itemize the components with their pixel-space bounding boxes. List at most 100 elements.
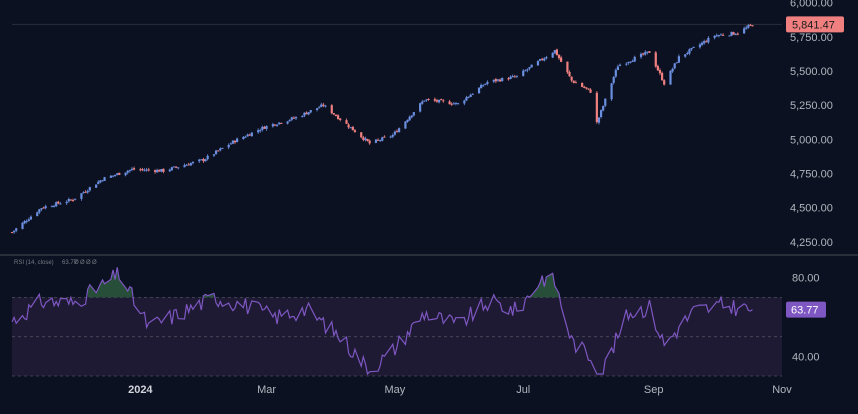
candle-body <box>602 105 605 111</box>
candle-body <box>160 169 163 172</box>
rsi-legend-extra: Ø <box>80 260 85 266</box>
candle <box>515 75 519 79</box>
candle-body <box>482 85 485 87</box>
candle <box>227 143 230 150</box>
candle <box>717 34 720 38</box>
candle <box>170 166 173 171</box>
candle <box>587 88 590 91</box>
candle-body <box>395 131 399 133</box>
candle-body <box>168 169 171 172</box>
candle <box>677 54 681 63</box>
candle <box>177 167 180 170</box>
candle <box>250 132 253 137</box>
candle-body <box>747 25 750 28</box>
candle <box>219 147 222 152</box>
price-axis[interactable]: 6,000.00 5,750.00 5,500.00 5,250.00 5,000.00… <box>790 0 833 249</box>
candle-body <box>612 77 615 83</box>
candle <box>145 168 148 172</box>
candle-body <box>111 175 115 177</box>
candle <box>275 123 279 127</box>
rsi-overbought-fills <box>87 267 559 298</box>
candle <box>280 122 283 125</box>
candle-body <box>631 60 634 62</box>
candle <box>233 140 237 145</box>
candle <box>734 33 737 36</box>
candle-body <box>574 82 577 84</box>
candle-body <box>568 72 571 77</box>
candle-body <box>633 56 636 62</box>
candle <box>612 76 615 85</box>
candle-body <box>496 79 500 81</box>
candle <box>71 198 75 202</box>
candle-body <box>467 96 470 98</box>
candle <box>162 168 165 174</box>
candle <box>202 157 205 163</box>
candle <box>450 102 453 106</box>
candle-body <box>541 58 544 60</box>
candle-body <box>257 130 260 133</box>
price-tick-label: 6,000.00 <box>790 0 833 10</box>
candle-body <box>263 127 266 129</box>
candle <box>379 139 382 142</box>
candle <box>690 47 693 51</box>
candle-body <box>189 163 192 166</box>
candle <box>172 166 176 168</box>
candle-body <box>419 103 422 112</box>
candle <box>364 136 367 142</box>
candle-body <box>118 172 121 175</box>
candle-body <box>448 101 451 105</box>
candle-body <box>581 82 584 87</box>
candle <box>259 128 262 133</box>
candle-body <box>522 70 525 76</box>
candle <box>618 63 622 67</box>
candle-body <box>55 202 58 207</box>
candle <box>257 128 260 134</box>
candle <box>633 55 636 62</box>
candle <box>410 115 413 119</box>
candle-body <box>305 112 308 115</box>
candle <box>229 142 232 145</box>
candle-body <box>198 159 201 162</box>
candle <box>419 102 422 113</box>
candle <box>132 166 136 171</box>
time-tick-label: Nov <box>772 384 792 396</box>
candle-body <box>587 88 590 90</box>
candle <box>566 61 569 75</box>
candle-body <box>480 84 483 89</box>
price-pane[interactable]: 6,000.00 5,750.00 5,500.00 5,250.00 5,000.00… <box>10 0 844 249</box>
candle-body <box>715 35 718 37</box>
candle-body <box>688 49 691 54</box>
candle-body <box>654 52 657 67</box>
candle <box>118 172 121 176</box>
candle <box>482 84 485 87</box>
candle <box>50 205 54 208</box>
candle <box>555 48 558 56</box>
candle-body <box>383 136 386 138</box>
time-axis[interactable]: 2024 Mar May Jul Sep Nov <box>128 384 792 396</box>
candle <box>292 116 296 119</box>
candle-body <box>442 100 445 102</box>
candle-body <box>99 180 102 183</box>
candle-body <box>156 169 159 173</box>
candle <box>248 133 251 136</box>
candle <box>324 104 327 108</box>
candle-body <box>749 24 752 26</box>
candle <box>654 50 657 68</box>
candle <box>507 76 510 81</box>
candle <box>128 169 131 173</box>
candle <box>631 59 634 62</box>
candle-body <box>625 63 628 65</box>
candle-body <box>334 114 338 117</box>
candle-body <box>303 112 306 116</box>
candle-body <box>177 167 180 169</box>
candle-body <box>366 139 369 141</box>
candle-body <box>10 232 14 234</box>
rsi-axis[interactable]: 80.00 40.00 <box>792 273 820 364</box>
candle-body <box>170 167 173 171</box>
candle-body <box>450 103 453 105</box>
candle-body <box>236 138 239 143</box>
candle-body <box>703 41 706 44</box>
